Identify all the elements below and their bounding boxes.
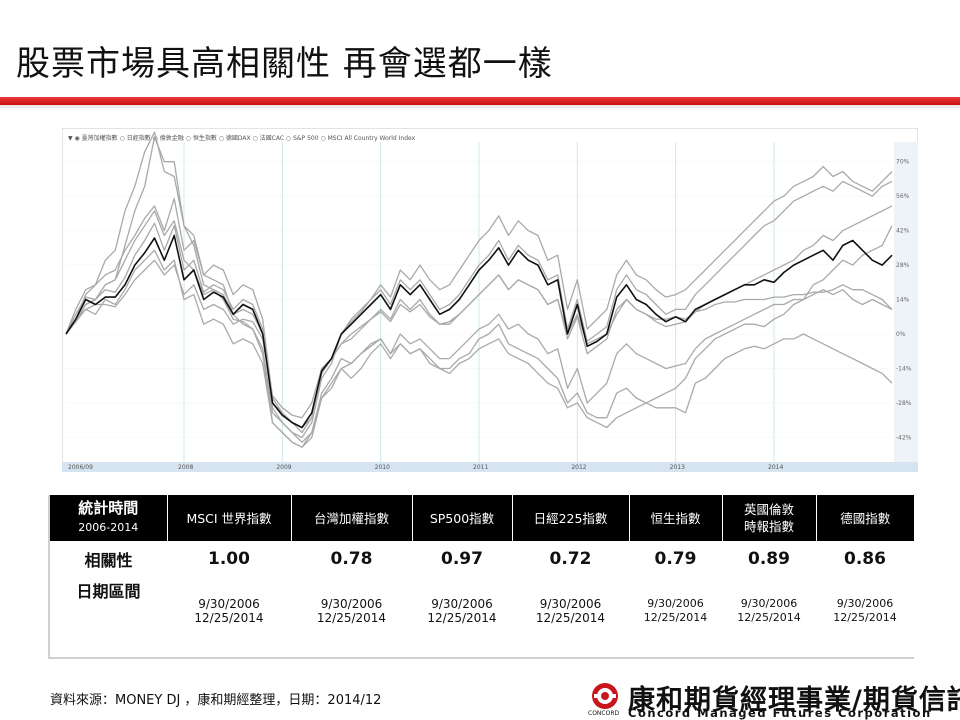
x-tick-label: 2011 — [473, 464, 488, 471]
company-logo: CONCORD 康和期貨經理事業/期貨信託 Concord Managed Fu… — [588, 680, 960, 720]
x-axis-bar — [62, 462, 918, 472]
column-header-label: SP500指數 — [429, 510, 495, 526]
series-line — [65, 249, 893, 448]
date-range-cell: 9/30/2006 12/25/2014 — [722, 577, 816, 645]
y-tick-label: -28% — [896, 400, 912, 407]
y-tick-label: -14% — [896, 365, 912, 372]
date-range-cell: 9/30/2006 12/25/2014 — [291, 577, 412, 645]
correlation-value: 0.89 — [748, 549, 790, 569]
series-line — [65, 234, 893, 429]
date-range-cell: 9/30/2006 12/25/2014 — [167, 577, 291, 645]
series-line — [65, 136, 893, 443]
date-range-cell: 9/30/2006 12/25/2014 — [816, 577, 914, 645]
title-underline — [0, 97, 960, 105]
concord-emblem-icon — [592, 683, 618, 709]
date-end: 12/25/2014 — [737, 611, 801, 624]
x-tick-label: 2014 — [768, 464, 783, 471]
correlation-value: 0.78 — [330, 549, 373, 569]
chart-frame — [62, 128, 918, 472]
date-end: 12/25/2014 — [643, 611, 708, 624]
chart-legend: ▼ ◉ 臺灣加權指數 ○ 日經指數 ○ 倫敦金融 ○ 恒生指數 ○ 德國DAX … — [68, 134, 416, 142]
correlation-value: 0.97 — [441, 549, 483, 569]
date-start: 9/30/2006 — [198, 597, 260, 611]
y-tick-label: 70% — [896, 159, 910, 166]
y-tick-label: 56% — [896, 193, 910, 200]
y-tick-label: 14% — [896, 297, 910, 304]
logo-subtext: CONCORD — [588, 710, 620, 717]
column-header-label: 台灣加權指數 — [313, 510, 389, 526]
date-start: 9/30/2006 — [320, 597, 383, 611]
logo-english-name: Concord Managed Futures Corporation — [628, 706, 932, 720]
y-tick-label: 0% — [896, 331, 906, 338]
correlation-value: 0.86 — [844, 549, 886, 569]
correlation-table: 統計時間 2006-2014 MSCI 世界指數 台灣加權指數 SP500指數 … — [50, 495, 914, 645]
date-range-row: 日期區間 9/30/2006 12/25/2014 9/30/2006 12/25/… — [50, 577, 914, 645]
x-tick-label: 2013 — [670, 464, 685, 471]
column-header-label: 德國指數 — [840, 510, 891, 526]
date-end: 12/25/2014 — [316, 611, 387, 625]
series-line — [65, 180, 893, 439]
date-range-cell: 9/30/2006 12/25/2014 — [629, 577, 722, 645]
date-start: 9/30/2006 — [740, 597, 798, 610]
date-end: 12/25/2014 — [194, 611, 264, 625]
y-tick-label: 42% — [896, 228, 910, 235]
correlation-row: 相關性 1.00 0.78 0.97 0.72 0.79 0.89 0.86 — [50, 541, 914, 577]
correlation-value: 1.00 — [208, 549, 250, 569]
column-header: MSCI 世界指數 — [166, 495, 291, 541]
x-tick-label: 2012 — [571, 464, 586, 471]
date-end: 12/25/2014 — [427, 611, 497, 625]
title-underline-shadow — [0, 105, 960, 108]
date-end: 12/25/2014 — [833, 611, 897, 624]
date-start: 9/30/2006 — [647, 597, 704, 610]
date-range-label: 日期區間 — [76, 582, 141, 601]
y-axis-strip — [894, 142, 918, 462]
correlation-table-panel: 統計時間 2006-2014 MSCI 世界指數 台灣加權指數 SP500指數 … — [48, 495, 914, 659]
date-end: 12/25/2014 — [535, 611, 606, 625]
row-header-cell: 統計時間 2006-2014 — [50, 495, 167, 541]
table-header-row: 統計時間 2006-2014 MSCI 世界指數 台灣加權指數 SP500指數 … — [50, 495, 914, 541]
column-header: SP500指數 — [411, 495, 512, 541]
line-chart: ▼ ◉ 臺灣加權指數 ○ 日經指數 ○ 倫敦金融 ○ 恒生指數 ○ 德國DAX … — [62, 128, 918, 472]
column-header-label-line2: 時報指數 — [743, 519, 794, 534]
logo-chinese-name: 康和期貨經理事業/期貨信託 — [628, 685, 960, 716]
correlation-value: 0.79 — [654, 549, 697, 569]
date-start: 9/30/2006 — [539, 597, 602, 611]
date-start: 9/30/2006 — [836, 597, 894, 610]
column-header: 德國指數 — [815, 495, 914, 541]
column-header: 日經225指數 — [511, 495, 629, 541]
x-tick-label: 2010 — [375, 464, 390, 471]
date-range-cell: 9/30/2006 12/25/2014 — [512, 577, 629, 645]
series-line — [65, 131, 893, 448]
x-tick-label: 2009 — [276, 464, 291, 471]
row-header-sub: 2006-2014 — [78, 521, 139, 534]
x-tick-label: 2008 — [178, 464, 193, 471]
column-header: 台灣加權指數 — [290, 495, 412, 541]
column-header-label: 恒生指數 — [650, 510, 701, 526]
date-range-cell: 9/30/2006 12/25/2014 — [412, 577, 512, 645]
x-tick-label: 2006/09 — [68, 464, 93, 471]
column-header-label: 日經225指數 — [533, 510, 608, 526]
correlation-value: 0.72 — [549, 549, 592, 569]
column-header: 恒生指數 — [628, 495, 722, 541]
chart-svg: ▼ ◉ 臺灣加權指數 ○ 日經指數 ○ 倫敦金融 ○ 恒生指數 ○ 德國DAX … — [62, 128, 918, 472]
page-title: 股票市場具高相關性 再會選都一樣 — [16, 44, 553, 84]
correlation-label: 相關性 — [84, 551, 133, 570]
y-tick-label: 28% — [896, 262, 910, 269]
column-header: 英國倫敦 時報指數 — [721, 495, 816, 541]
date-start: 9/30/2006 — [431, 597, 493, 611]
column-header-label: MSCI 世界指數 — [186, 510, 272, 526]
row-header-main: 統計時間 — [78, 499, 139, 517]
y-tick-label: -42% — [896, 434, 912, 441]
column-header-label: 英國倫敦 — [743, 502, 794, 517]
series-line — [65, 210, 893, 429]
source-note: 資料來源：MONEY DJ ，康和期經整理，日期：2014/12 — [50, 693, 382, 708]
